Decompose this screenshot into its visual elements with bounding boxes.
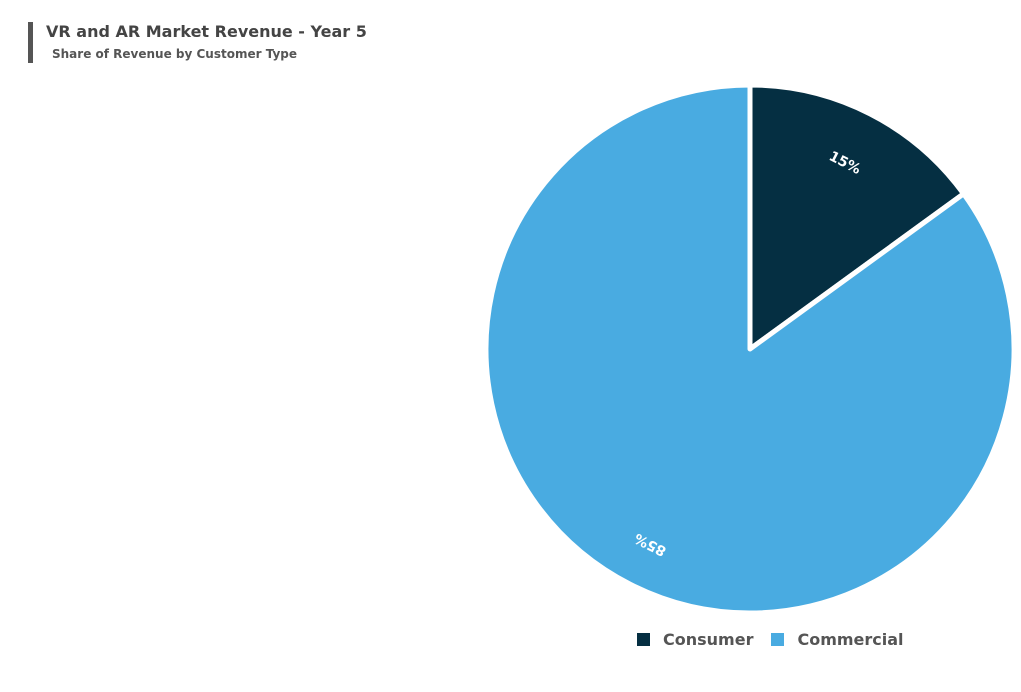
chart-header: VR and AR Market Revenue - Year 5 Share … <box>28 22 367 61</box>
chart-legend: Consumer Commercial <box>637 630 922 649</box>
legend-label-consumer: Consumer <box>663 630 754 649</box>
title-accent-bar <box>28 22 33 63</box>
chart-subtitle: Share of Revenue by Customer Type <box>52 47 298 61</box>
legend-item-commercial[interactable]: Commercial <box>771 630 904 649</box>
legend-label-commercial: Commercial <box>797 630 904 649</box>
pie-slice-commercial[interactable] <box>483 82 1017 616</box>
legend-swatch-commercial <box>771 633 785 646</box>
legend-item-consumer[interactable]: Consumer <box>637 630 753 649</box>
pie-slice-consumer[interactable] <box>747 82 967 352</box>
legend-swatch-consumer <box>637 633 650 646</box>
chart-title: VR and AR Market Revenue - Year 5 <box>46 22 367 41</box>
